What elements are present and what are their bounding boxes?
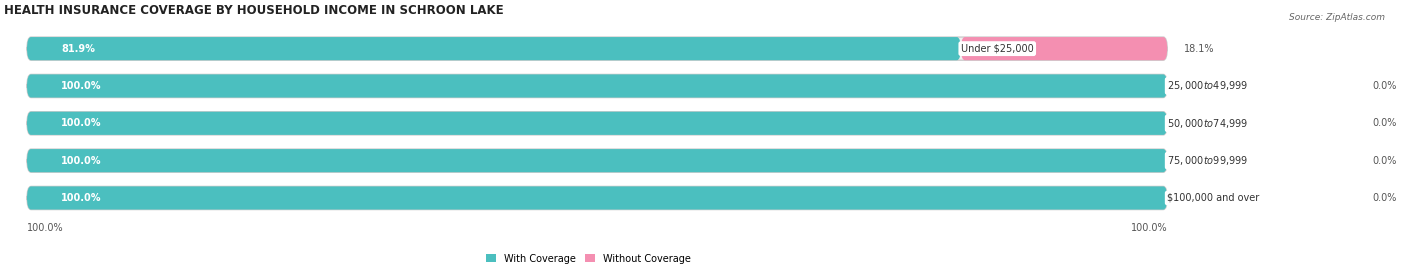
- Text: 100.0%: 100.0%: [1130, 223, 1167, 233]
- Text: 100.0%: 100.0%: [62, 193, 101, 203]
- FancyBboxPatch shape: [27, 186, 1167, 210]
- FancyBboxPatch shape: [27, 37, 960, 60]
- Legend: With Coverage, Without Coverage: With Coverage, Without Coverage: [486, 254, 690, 264]
- FancyBboxPatch shape: [27, 75, 1167, 98]
- FancyBboxPatch shape: [27, 186, 1167, 210]
- FancyBboxPatch shape: [27, 37, 1167, 60]
- Text: 0.0%: 0.0%: [1372, 118, 1398, 128]
- Text: 100.0%: 100.0%: [62, 156, 101, 166]
- FancyBboxPatch shape: [27, 149, 1167, 172]
- Text: Under $25,000: Under $25,000: [960, 44, 1033, 54]
- Text: $25,000 to $49,999: $25,000 to $49,999: [1167, 79, 1249, 93]
- FancyBboxPatch shape: [27, 149, 1167, 172]
- Text: $75,000 to $99,999: $75,000 to $99,999: [1167, 154, 1249, 167]
- Text: 100.0%: 100.0%: [62, 81, 101, 91]
- FancyBboxPatch shape: [27, 112, 1167, 135]
- Text: 18.1%: 18.1%: [1184, 44, 1215, 54]
- Text: 100.0%: 100.0%: [27, 223, 63, 233]
- Text: 0.0%: 0.0%: [1372, 193, 1398, 203]
- FancyBboxPatch shape: [960, 37, 1167, 60]
- Text: HEALTH INSURANCE COVERAGE BY HOUSEHOLD INCOME IN SCHROON LAKE: HEALTH INSURANCE COVERAGE BY HOUSEHOLD I…: [4, 4, 503, 17]
- Text: 0.0%: 0.0%: [1372, 81, 1398, 91]
- Text: 0.0%: 0.0%: [1372, 156, 1398, 166]
- Text: $100,000 and over: $100,000 and over: [1167, 193, 1260, 203]
- FancyBboxPatch shape: [27, 75, 1167, 98]
- Text: $50,000 to $74,999: $50,000 to $74,999: [1167, 117, 1249, 130]
- FancyBboxPatch shape: [27, 112, 1167, 135]
- Text: Source: ZipAtlas.com: Source: ZipAtlas.com: [1289, 13, 1385, 22]
- Text: 100.0%: 100.0%: [62, 118, 101, 128]
- Text: 81.9%: 81.9%: [62, 44, 96, 54]
